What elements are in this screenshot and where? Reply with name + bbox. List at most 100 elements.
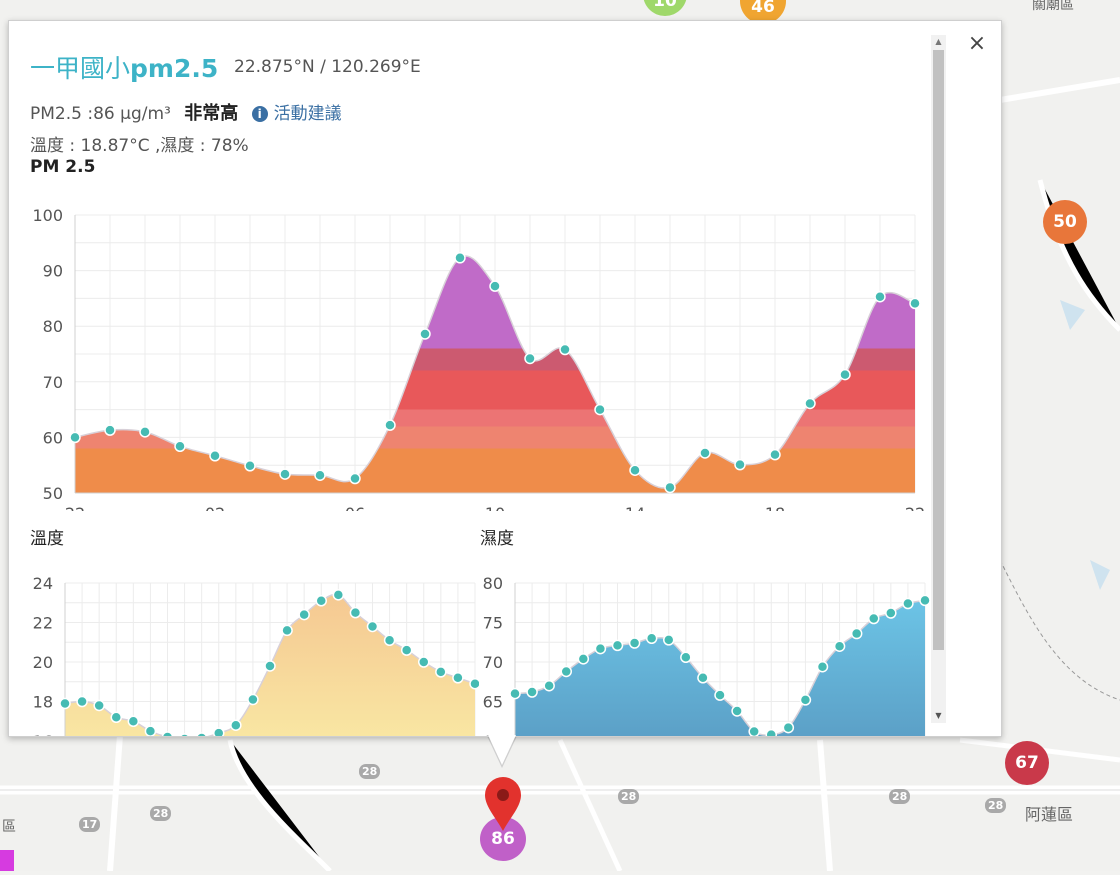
pm-summary: PM2.5 :86 μg/m³ 非常高 i 活動建議: [30, 99, 342, 125]
data-point: [383, 634, 396, 647]
y-tick-label: 70: [483, 653, 503, 672]
humidity-chart[interactable]: 60 65 70 75 80: [469, 549, 931, 736]
y-tick-label: 100: [32, 206, 63, 225]
data-point: [868, 612, 880, 625]
data-point: [144, 725, 157, 736]
data-point: [731, 705, 743, 717]
y-tick-label: 90: [43, 262, 63, 281]
map-marker-top[interactable]: 10: [643, 0, 687, 16]
temperature-chart[interactable]: 16 18 20 22 24: [9, 549, 479, 736]
road-number: 28: [889, 789, 911, 804]
data-point: [559, 343, 571, 356]
data-point: [839, 368, 851, 381]
data-point: [76, 695, 88, 708]
data-point: [874, 290, 886, 303]
popup-content: 一甲國小pm2.5 22.875°N / 120.269°E PM2.5 :86…: [9, 21, 931, 736]
data-point: [452, 672, 464, 684]
x-tick-label: 02: [205, 504, 225, 511]
data-point: [209, 449, 221, 462]
pm-level: 非常高: [184, 103, 239, 124]
y-tick-label: 80: [483, 574, 503, 593]
y-tick-label: 50: [43, 484, 63, 503]
advice-link[interactable]: 活動建議: [273, 104, 342, 124]
y-tick-label: 65: [483, 693, 503, 712]
data-point: [697, 672, 709, 684]
data-point: [902, 597, 914, 610]
data-point: [161, 731, 174, 736]
site-coordinates: 22.875°N / 120.269°E: [234, 57, 421, 77]
series-area: [75, 255, 915, 493]
data-point: [645, 632, 658, 645]
data-point: [281, 624, 293, 637]
data-point: [400, 644, 413, 656]
map-marker-50[interactable]: 50: [1043, 200, 1087, 244]
data-point: [526, 686, 538, 698]
data-point: [419, 328, 431, 340]
data-point: [349, 606, 362, 619]
temp-humidity-summary: 溫度 : 18.87°C ,濕度 : 78%: [30, 136, 249, 156]
district-label-left: 區: [2, 819, 16, 835]
popup-tail: [488, 735, 516, 765]
scroll-thumb[interactable]: [933, 50, 944, 650]
data-point: [454, 252, 466, 264]
close-button[interactable]: ×: [967, 31, 987, 56]
data-point: [489, 280, 501, 292]
data-point: [765, 728, 777, 736]
road-number: 28: [985, 798, 1007, 813]
scroll-up-arrow-icon[interactable]: ▲: [935, 37, 942, 46]
site-name: 一甲國小: [30, 54, 131, 83]
data-point: [469, 677, 479, 690]
station-popup: 一甲國小pm2.5 22.875°N / 120.269°E PM2.5 :86…: [8, 20, 1002, 737]
y-tick-label: 60: [43, 428, 63, 447]
scroll-down-arrow-icon[interactable]: ▼: [935, 711, 942, 720]
y-tick-label: 16: [33, 732, 53, 736]
data-point: [174, 440, 186, 453]
data-point: [769, 448, 781, 461]
data-point: [366, 620, 379, 633]
data-point: [543, 679, 555, 692]
data-point: [435, 666, 447, 678]
map-marker-value: 50: [1053, 212, 1077, 232]
data-point: [833, 640, 846, 652]
data-point: [213, 727, 225, 736]
data-point: [418, 656, 430, 668]
data-point: [104, 424, 116, 436]
site-title: 一甲國小pm2.5: [30, 49, 218, 85]
temp-chart-title: 溫度: [30, 529, 64, 549]
site-suffix: pm2.5: [130, 54, 219, 83]
data-point: [680, 651, 692, 664]
y-tick-label: 20: [33, 653, 53, 672]
y-tick-label: 24: [33, 574, 53, 593]
data-point: [699, 447, 711, 459]
data-point: [663, 634, 675, 646]
data-point: [909, 297, 921, 310]
data-point: [247, 693, 259, 706]
data-point: [69, 431, 81, 444]
info-icon[interactable]: i: [251, 106, 268, 122]
map-marker-67[interactable]: 67: [1005, 741, 1049, 785]
popup-scrollbar[interactable]: ▲ ▼: [931, 35, 946, 723]
data-point: [110, 711, 122, 724]
data-point: [179, 733, 190, 736]
data-point: [664, 481, 676, 494]
data-point: [816, 660, 829, 673]
data-point: [560, 665, 572, 678]
data-point: [611, 639, 624, 652]
pm-chart-title: PM 2.5: [30, 157, 96, 177]
pm-reading: PM2.5 :86 μg/m³: [30, 104, 171, 124]
data-point: [577, 653, 590, 665]
data-point: [349, 472, 361, 485]
location-pin-icon[interactable]: [483, 773, 523, 833]
data-point: [782, 721, 795, 734]
data-point: [804, 397, 816, 410]
pm25-chart[interactable]: 50 60 70 80 90 100 22 02 06 10 14 18 22: [9, 181, 931, 511]
y-tick-label: 18: [33, 693, 53, 712]
y-tick-label: 60: [483, 732, 503, 736]
data-point: [919, 594, 931, 607]
data-point: [196, 732, 208, 736]
data-point: [264, 660, 276, 672]
x-tick-label: 22: [65, 504, 85, 511]
road-number: 28: [150, 806, 172, 821]
data-point: [628, 637, 641, 649]
map-marker-value: 46: [751, 0, 775, 17]
